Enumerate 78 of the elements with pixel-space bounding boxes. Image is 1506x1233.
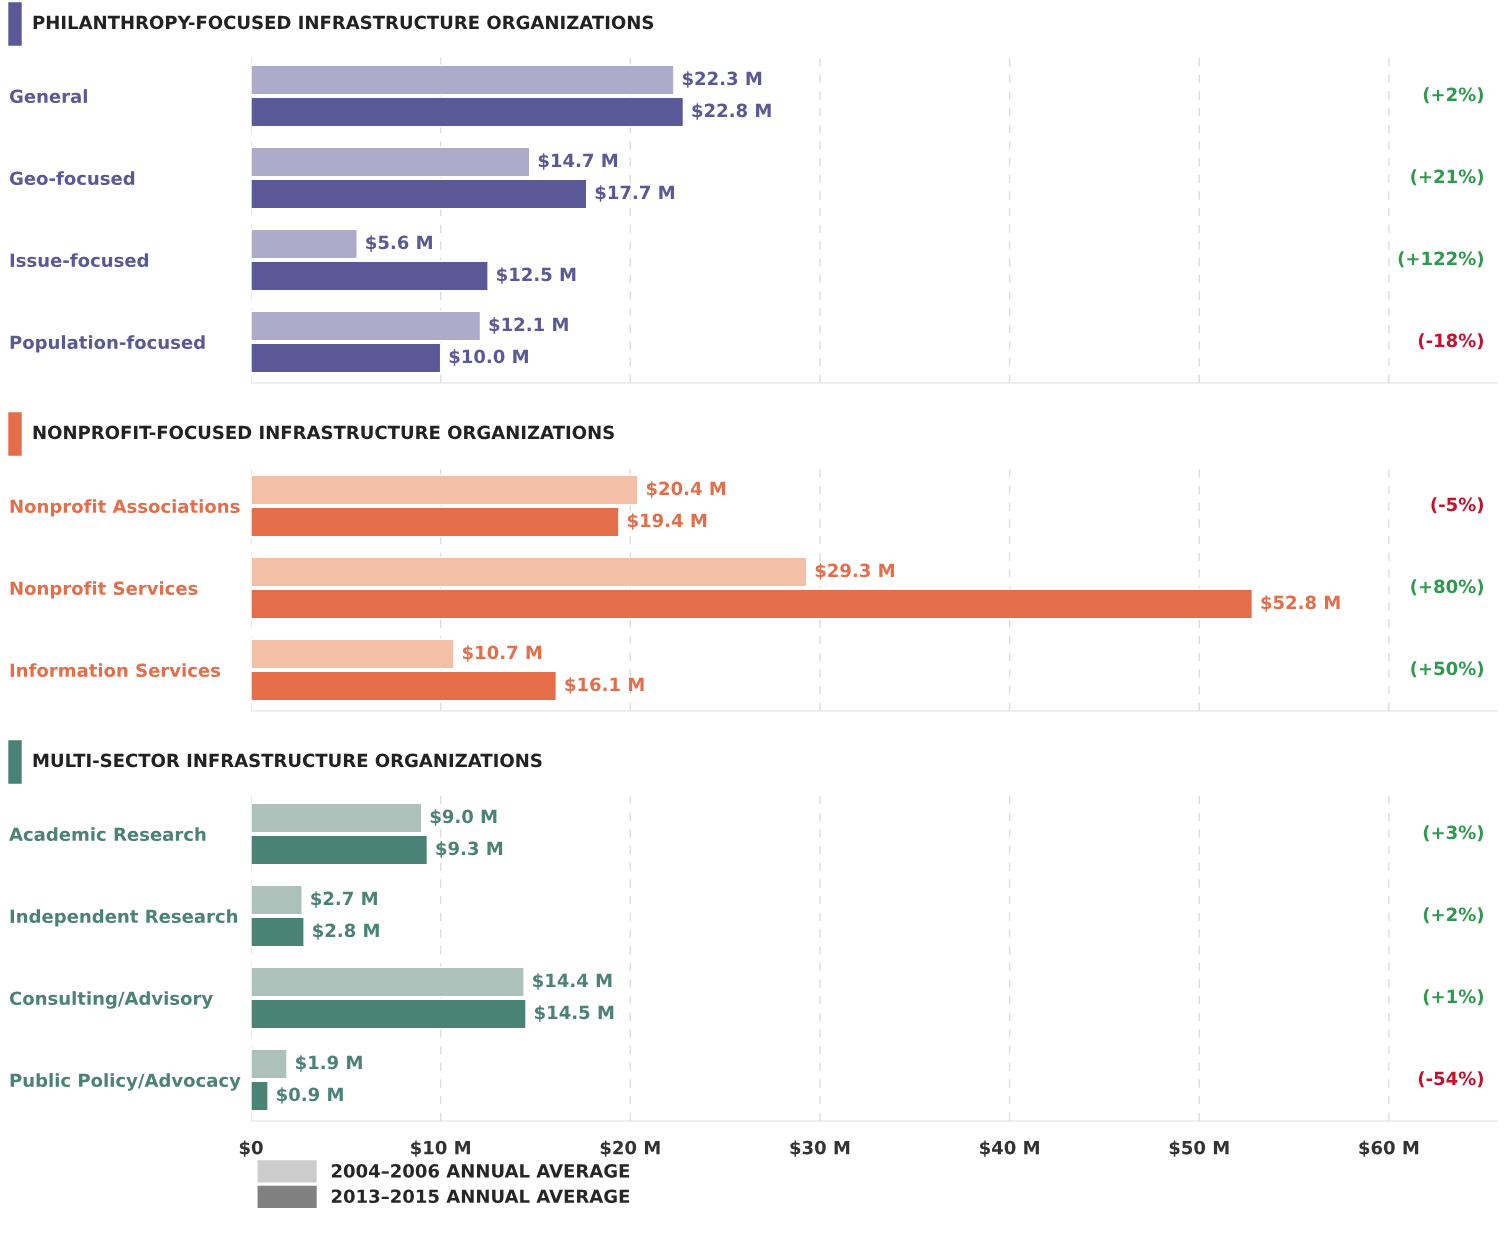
data-label: $2.7 M (311, 891, 377, 908)
x-tick-label: $60 M (1359, 1140, 1419, 1157)
annotation: (+2%) (1423, 87, 1483, 104)
bar (251, 178, 588, 210)
bar (251, 916, 305, 948)
bar (251, 342, 442, 374)
y-tick-label: Information Services (10, 663, 221, 678)
annotation: (+1%) (1423, 989, 1483, 1006)
data-label: $12.5 M (497, 267, 576, 284)
chart-title: NONPROFIT-FOCUSED INFRASTRUCTURE ORGANIZATIONS (33, 425, 614, 440)
y-tick-label: Geo-focused (9, 171, 135, 186)
bar (251, 556, 808, 588)
x-tick-label: $30 M (790, 1140, 850, 1157)
data-label: $17.7 M (595, 185, 674, 202)
annotation: (-18%) (1418, 333, 1483, 350)
bar (251, 884, 303, 916)
annotation: (+50%) (1411, 661, 1483, 678)
bar (251, 96, 685, 128)
x-tick-label: $40 M (980, 1140, 1039, 1157)
bar (251, 1080, 269, 1112)
bar (251, 506, 620, 538)
x-tick-label: $50 M (1169, 1140, 1229, 1157)
data-label: $10.0 M (449, 349, 528, 366)
data-label: $14.4 M (533, 973, 612, 990)
data-label: $29.3 M (815, 563, 894, 580)
bar (251, 228, 358, 260)
bar (251, 670, 558, 702)
annotation: (+2%) (1423, 907, 1483, 924)
data-label: $19.4 M (627, 513, 707, 530)
y-tick-label: General (9, 89, 87, 104)
y-tick-label: Academic Research (9, 827, 206, 842)
data-label: $2.8 M (313, 923, 379, 940)
y-tick-label: Consulting/Advisory (9, 991, 213, 1009)
data-label: $1.9 M (296, 1055, 362, 1072)
annotation: (+122%) (1398, 251, 1483, 268)
bar (251, 146, 531, 178)
bar (251, 64, 675, 96)
x-tick-label: $10 M (411, 1140, 470, 1157)
data-label: $14.5 M (534, 1005, 614, 1022)
y-tick-label: Nonprofit Services (10, 581, 198, 599)
bar (251, 1048, 288, 1080)
data-label: $12.1 M (489, 317, 568, 334)
bar (251, 260, 489, 292)
annotation: (-54%) (1418, 1071, 1483, 1088)
bar (251, 966, 525, 998)
data-label: $5.6 M (366, 235, 432, 252)
bar (251, 638, 455, 670)
bar (251, 998, 527, 1030)
bar (251, 310, 482, 342)
annotation: (+80%) (1411, 579, 1483, 596)
y-tick-label: Issue-focused (10, 253, 149, 268)
data-label: $14.7 M (538, 153, 618, 170)
x-tick-label: $0 (239, 1140, 263, 1157)
annotation: (-5%) (1431, 497, 1483, 514)
bar (251, 474, 639, 506)
data-label: $52.8 M (1261, 595, 1340, 612)
y-tick-label: Nonprofit Associations (10, 499, 240, 517)
data-label: $9.0 M (430, 809, 497, 826)
chart-title: MULTI-SECTOR INFRASTRUCTURE ORGANIZATIONS (33, 753, 542, 768)
y-tick-label: Independent Research (10, 909, 238, 927)
y-tick-label: Public Policy/Advocacy (10, 1073, 241, 1091)
annotation: (+3%) (1423, 825, 1483, 842)
data-label: $20.4 M (646, 481, 726, 498)
data-label: $9.3 M (436, 841, 503, 858)
bar (251, 834, 429, 866)
data-label: $0.9 M (277, 1087, 343, 1104)
bar (251, 588, 1254, 620)
data-label: $10.7 M (462, 645, 542, 662)
data-label: $16.1 M (565, 677, 644, 694)
y-tick-label: Population-focused (10, 335, 205, 353)
annotation: (+21%) (1411, 169, 1483, 186)
chart-title: PHILANTHROPY-FOCUSED INFRASTRUCTURE ORGANIZATIONS (33, 15, 654, 30)
text: 2013–2015 ANNUAL AVERAGE (331, 1189, 630, 1204)
data-label: $22.3 M (682, 71, 762, 88)
x-tick-label: $20 M (600, 1140, 660, 1157)
data-label: $22.8 M (692, 103, 771, 120)
bar (251, 802, 423, 834)
text: 2004–2006 ANNUAL AVERAGE (331, 1164, 630, 1178)
